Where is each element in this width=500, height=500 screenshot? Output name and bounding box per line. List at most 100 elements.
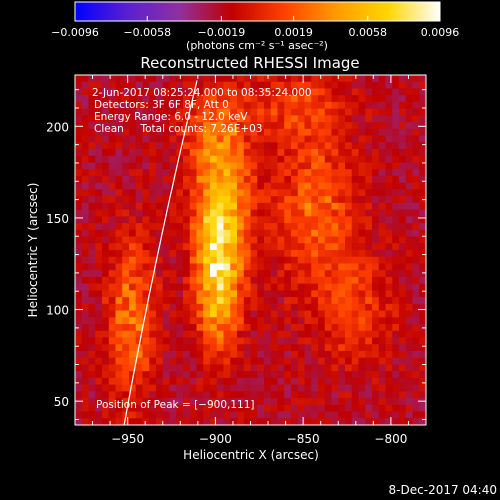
heatmap-cell (88, 236, 96, 244)
heatmap-cell (149, 337, 157, 345)
heatmap-cell (129, 81, 137, 89)
heatmap-cell (419, 128, 426, 136)
heatmap-cell (88, 128, 96, 136)
heatmap-cell (358, 418, 366, 425)
heatmap-cell (351, 270, 359, 278)
heatmap-cell (88, 256, 96, 264)
heatmap-cell (129, 270, 137, 278)
heatmap-cell (372, 155, 380, 163)
heatmap-cell (203, 149, 211, 157)
heatmap-cell (203, 411, 211, 419)
heatmap-cell (196, 175, 204, 184)
heatmap-cell (331, 88, 339, 96)
heatmap-cell (176, 256, 184, 264)
heatmap-cell (257, 364, 265, 372)
heatmap-cell (108, 330, 116, 338)
heatmap-cell (135, 391, 143, 399)
heatmap-cell (223, 155, 231, 163)
heatmap-cell (237, 243, 245, 251)
heatmap-cell (284, 115, 292, 123)
heatmap-cell (169, 95, 177, 103)
heatmap-cell (372, 276, 380, 285)
heatmap-cell (277, 357, 285, 365)
heatmap-cell (318, 88, 326, 96)
heatmap-cell (264, 250, 272, 258)
heatmap-cell (203, 418, 211, 425)
heatmap-cell (95, 270, 103, 278)
heatmap-cell (129, 128, 137, 136)
heatmap-cell (297, 350, 305, 359)
heatmap-cell (264, 276, 272, 285)
heatmap-cell (257, 344, 265, 352)
heatmap-cell (115, 337, 123, 345)
heatmap-cell (351, 216, 359, 224)
heatmap-cell (81, 175, 89, 184)
heatmap-cell (291, 418, 299, 425)
heatmap-cell (270, 357, 278, 365)
heatmap-cell (291, 122, 299, 130)
heatmap-cell (75, 337, 83, 345)
heatmap-cell (372, 182, 380, 190)
heatmap-cell (243, 229, 251, 237)
heatmap-cell (311, 324, 319, 332)
heatmap-cell (95, 142, 103, 150)
heatmap-cell (129, 243, 137, 251)
heatmap-cell (95, 229, 103, 237)
heatmap-cell (142, 357, 150, 365)
heatmap-cell (95, 411, 103, 419)
heatmap-cell (338, 108, 346, 116)
heatmap-cell (183, 377, 191, 386)
heatmap-cell (210, 162, 218, 170)
heatmap-cell (95, 324, 103, 332)
heatmap-cell (405, 169, 413, 177)
heatmap-cell (149, 236, 157, 244)
heatmap-cell (297, 149, 305, 157)
heatmap-cell (81, 276, 89, 285)
heatmap-cell (412, 371, 420, 379)
heatmap-cell (378, 411, 386, 419)
heatmap-cell (358, 303, 366, 311)
heatmap-cell (122, 81, 130, 89)
heatmap-cell (399, 108, 407, 116)
heatmap-cell (237, 169, 245, 177)
heatmap-cell (243, 75, 251, 83)
peak-position-label: Position of Peak = [−900,111] (96, 399, 255, 411)
heatmap-cell (210, 404, 218, 412)
heatmap-cell (318, 189, 326, 197)
heatmap-cell (203, 202, 211, 211)
heatmap-cell (237, 88, 245, 96)
heatmap-cell (223, 162, 231, 170)
heatmap-cell (81, 169, 89, 177)
heatmap-cell (257, 142, 265, 150)
heatmap-cell (216, 196, 224, 204)
heatmap-cell (129, 155, 137, 163)
heatmap-cell (264, 135, 272, 143)
heatmap-cell (142, 324, 150, 332)
heatmap-cell (351, 182, 359, 190)
heatmap-cell (257, 122, 265, 130)
heatmap-cell (203, 357, 211, 365)
heatmap-cell (372, 128, 380, 136)
heatmap-cell (318, 243, 326, 251)
heatmap-cell (81, 364, 89, 372)
heatmap-cell (324, 95, 332, 103)
heatmap-cell (169, 337, 177, 345)
heatmap-cell (169, 364, 177, 372)
heatmap-cell (304, 276, 312, 285)
heatmap-cell (75, 357, 83, 365)
heatmap-cell (351, 196, 359, 204)
heatmap-cell (345, 75, 353, 83)
heatmap-cell (365, 384, 373, 392)
heatmap-cell (365, 182, 373, 190)
heatmap-cell (88, 290, 96, 298)
heatmap-cell (311, 384, 319, 392)
heatmap-cell (277, 350, 285, 359)
heatmap-cell (318, 229, 326, 237)
heatmap-cell (115, 310, 123, 318)
heatmap-cell (75, 243, 83, 251)
heatmap-cell (385, 290, 393, 298)
heatmap-cell (331, 196, 339, 204)
heatmap-cell (108, 128, 116, 136)
heatmap-cell (392, 243, 400, 251)
